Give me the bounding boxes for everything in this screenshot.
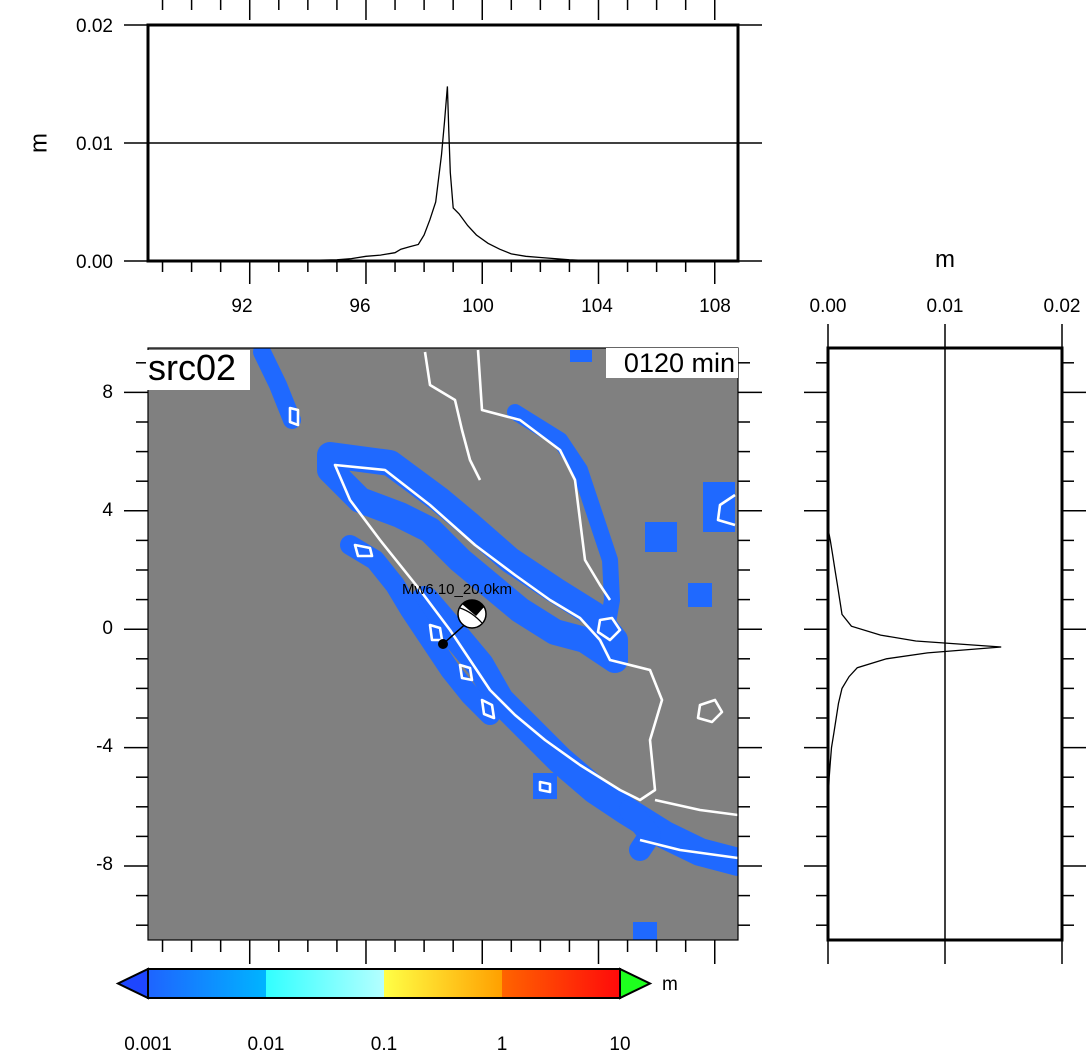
malay-coast-band [507, 404, 620, 648]
top-ytick-label-2: 0.02 [76, 16, 113, 37]
corner-label-box [146, 350, 250, 390]
epicenter-dot [438, 639, 448, 649]
east-island-band-3 [688, 583, 712, 607]
top-right-island-band [570, 350, 592, 362]
wave-amplitude-bands [253, 348, 738, 940]
top-xtick-label-4: 108 [699, 296, 731, 317]
right-profile-ticks [804, 324, 1086, 964]
colorbar-segment-1 [266, 969, 384, 998]
top-ytick-label-1: 0.01 [76, 134, 113, 155]
colorbar-tick-label-0: 0.001 [124, 1034, 172, 1055]
colorbar-over-triangle [619, 967, 653, 1000]
corner-label: src02 [148, 347, 236, 388]
mentawai-island-1-coastline [353, 543, 374, 558]
colorbar-tick-label-1: 0.01 [248, 1034, 285, 1055]
top-profile-line [148, 86, 738, 262]
right-xtick-label-2: 0.02 [1044, 296, 1081, 317]
java-south-coastline [639, 838, 738, 860]
mentawai-island-3-coastline [458, 663, 474, 682]
sumatra-west-band [317, 442, 628, 673]
nicobar-island-coastline [288, 406, 300, 427]
right-profile-panel: m 0.00 0.01 0.02 [804, 246, 1086, 964]
top-xtick-label-0: 92 [231, 296, 252, 317]
top-xtick-label-2: 100 [462, 296, 494, 317]
top-profile-ylabel: m [25, 133, 52, 153]
colorbar-under-triangle [115, 967, 149, 1000]
top-xtick-label-1: 96 [349, 296, 370, 317]
east-island-band-2 [645, 522, 677, 552]
map-ytick-label-2: 0 [102, 618, 113, 639]
mentawai-island-4-coastline [480, 698, 496, 720]
map-ytick-label-0: 8 [102, 382, 113, 403]
thailand-coastline [423, 351, 482, 481]
colorbar: m 0.001 0.01 0.1 1 10 [115, 967, 678, 1055]
top-profile-ticks [124, 0, 762, 284]
colorbar-tick-label-3: 1 [497, 1034, 508, 1055]
south-island-band [533, 773, 557, 799]
map-layers [253, 348, 738, 940]
right-profile-xlabel: m [935, 246, 955, 273]
event-label: Mw6.10_20.0km [402, 581, 512, 598]
colorbar-segment-2 [384, 969, 502, 998]
right-xtick-label-1: 0.01 [927, 296, 964, 317]
map-ticks [124, 362, 762, 964]
colorbar-segment-3 [502, 969, 620, 998]
map-panel: src02 0120 min Mw6.10_20.0km 8 4 0 -4 -8 [96, 347, 762, 964]
colorbar-tick-label-4: 10 [609, 1034, 630, 1055]
top-profile-panel: m 0.00 0.01 0.02 92 96 100 104 108 [25, 0, 762, 317]
colorbar-segment-0 [148, 969, 266, 998]
right-profile-line [827, 348, 1002, 940]
borneo-edge-coastline [716, 493, 736, 527]
right-xtick-label-0: 0.00 [810, 296, 847, 317]
bottom-island-band [633, 922, 657, 940]
sumatra-sw-coast-band [411, 586, 738, 876]
colorbar-unit: m [662, 974, 678, 995]
time-label: 0120 min [624, 348, 735, 378]
malay-peninsula-coastline [476, 349, 612, 601]
mentawai-chain-band [340, 535, 500, 725]
coastlines [288, 349, 738, 860]
small-island-coastline [538, 780, 552, 794]
beachball-icon [457, 599, 487, 629]
top-ytick-label-0: 0.00 [76, 252, 113, 273]
java-coastline [654, 798, 738, 817]
map-frame [147, 347, 739, 941]
sumatra-coastline [333, 463, 664, 802]
map-ytick-label-3: -4 [96, 736, 113, 757]
time-label-box [606, 348, 738, 378]
bangka-island-coastline [696, 698, 724, 724]
map-ytick-label-4: -8 [96, 854, 113, 875]
colorbar-tick-label-2: 0.1 [371, 1034, 397, 1055]
map-ytick-label-1: 4 [102, 500, 113, 521]
south-sumatra-island-band [619, 799, 661, 861]
top-xtick-label-3: 104 [581, 296, 613, 317]
riau-island-coastline [596, 616, 622, 642]
northwest-islands-band [253, 348, 301, 429]
